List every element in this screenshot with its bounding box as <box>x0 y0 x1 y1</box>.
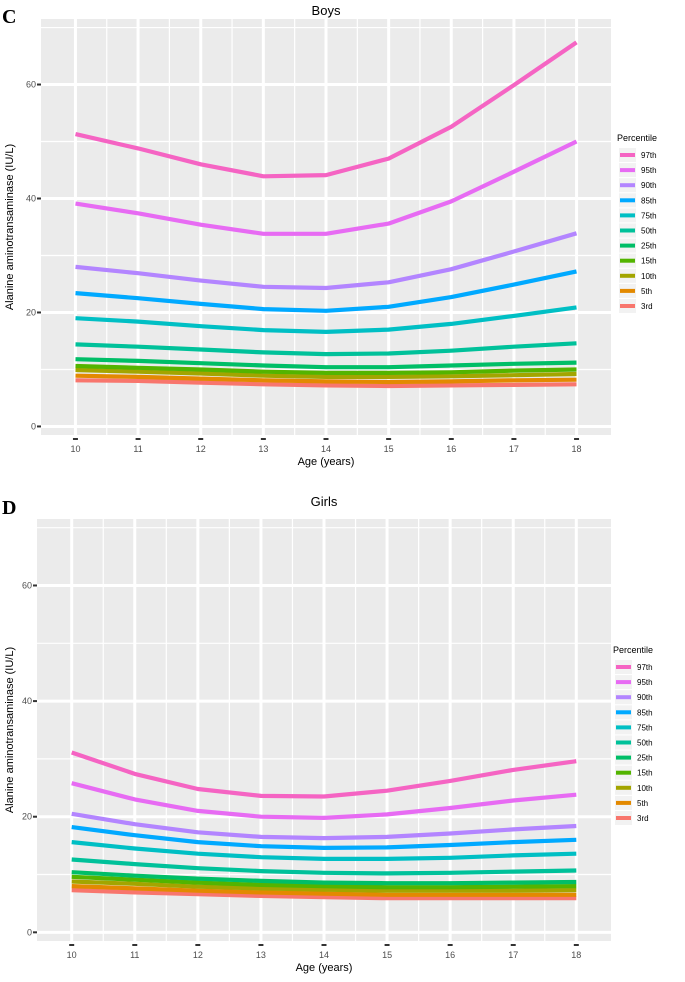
x-tick-label: 11 <box>130 950 139 960</box>
legend-label: 10th <box>637 784 653 793</box>
y-tick-label: 20 <box>26 307 36 317</box>
chart-title: Girls <box>311 494 338 509</box>
x-axis-label: Age (years) <box>298 456 355 468</box>
legend-label: 15th <box>641 257 657 266</box>
series-line-25th <box>75 357 577 370</box>
series-line-95th <box>75 139 578 236</box>
y-tick-label: 40 <box>26 194 36 204</box>
series-line-97th <box>71 750 577 799</box>
x-tick-label: 14 <box>319 950 329 960</box>
legend-title: Percentile <box>617 133 657 143</box>
series-line-85th <box>75 269 577 313</box>
legend: Percentile 97th 95th 90th 85th 75th 50th 25th 15… <box>617 133 657 313</box>
x-tick-label: 10 <box>70 444 80 454</box>
series-line-50th <box>71 857 577 876</box>
series-line-85th <box>71 825 577 851</box>
series-line-90th <box>75 231 578 291</box>
y-axis-label: Alanine aminotransaminase (IU/L) <box>4 144 16 310</box>
legend-label: 3rd <box>641 302 653 311</box>
x-tick-label: 12 <box>196 444 206 454</box>
legend-label: 75th <box>641 211 657 220</box>
series-line-15th <box>75 363 577 375</box>
legend-label: 25th <box>641 242 657 251</box>
legend-label: 3rd <box>637 814 649 823</box>
y-tick-label: 0 <box>27 927 32 937</box>
series-line-95th <box>71 781 577 821</box>
chart-title: Boys <box>312 3 341 18</box>
x-tick-label: 17 <box>509 444 519 454</box>
legend-label: 5th <box>641 287 652 296</box>
series-line-15th <box>71 874 577 890</box>
y-axis-label: Alanine aminotransaminase (IU/L) <box>4 647 16 813</box>
legend-label: 75th <box>637 723 653 732</box>
legend-label: 85th <box>641 196 657 205</box>
y-tick-label: 20 <box>22 812 32 822</box>
series-line-5th <box>71 884 577 897</box>
x-tick-label: 15 <box>382 950 392 960</box>
y-tick-label: 0 <box>31 421 36 431</box>
legend-label: 90th <box>637 693 653 702</box>
series-line-75th <box>75 305 577 334</box>
series-line-25th <box>71 870 577 886</box>
y-tick-label: 60 <box>22 580 32 590</box>
chart-panel-D: D Girls 0 20 40 60 10 11 12 13 14 15 16 17 18 Age (year… <box>2 494 653 974</box>
series-line-97th <box>75 40 578 179</box>
series-line-10th <box>71 879 577 893</box>
x-tick-label: 11 <box>133 444 142 454</box>
legend-label: 90th <box>641 181 657 190</box>
legend: Percentile 97th 95th 90th 85th 75th 50th 25th 15… <box>613 645 653 825</box>
x-axis-label: Age (years) <box>296 962 353 974</box>
panel-label: C <box>2 6 16 28</box>
series-line-50th <box>75 341 577 357</box>
y-tick-label: 40 <box>22 696 32 706</box>
series-line-10th <box>75 367 577 379</box>
series-line-5th <box>75 373 577 385</box>
series-line-3rd <box>75 378 577 389</box>
x-tick-label: 18 <box>571 950 581 960</box>
legend-label: 95th <box>641 166 657 175</box>
x-tick-label: 16 <box>446 444 456 454</box>
series-line-75th <box>71 840 577 862</box>
legend-label: 50th <box>637 739 653 748</box>
panel-label: D <box>2 497 16 519</box>
legend-label: 15th <box>637 769 653 778</box>
legend-label: 85th <box>637 708 653 717</box>
legend-label: 97th <box>637 663 653 672</box>
x-tick-label: 13 <box>258 444 268 454</box>
legend-label: 50th <box>641 227 657 236</box>
series-line-90th <box>71 811 577 841</box>
x-tick-label: 18 <box>572 444 582 454</box>
chart-panel-C: C Boys 0 20 40 60 10 11 12 13 14 15 16 17 18 Age (years… <box>2 3 657 468</box>
legend-title: Percentile <box>613 645 653 655</box>
legend-label: 97th <box>641 151 657 160</box>
legend-label: 25th <box>637 754 653 763</box>
legend-label: 95th <box>637 678 653 687</box>
series-line-3rd <box>71 888 577 901</box>
x-tick-label: 17 <box>508 950 518 960</box>
legend-label: 10th <box>641 272 657 281</box>
x-tick-label: 13 <box>256 950 266 960</box>
x-tick-label: 15 <box>384 444 394 454</box>
x-tick-label: 16 <box>445 950 455 960</box>
legend-label: 5th <box>637 799 648 808</box>
y-tick-label: 60 <box>26 80 36 90</box>
x-tick-label: 12 <box>193 950 203 960</box>
x-tick-label: 14 <box>321 444 331 454</box>
x-tick-label: 10 <box>67 950 77 960</box>
